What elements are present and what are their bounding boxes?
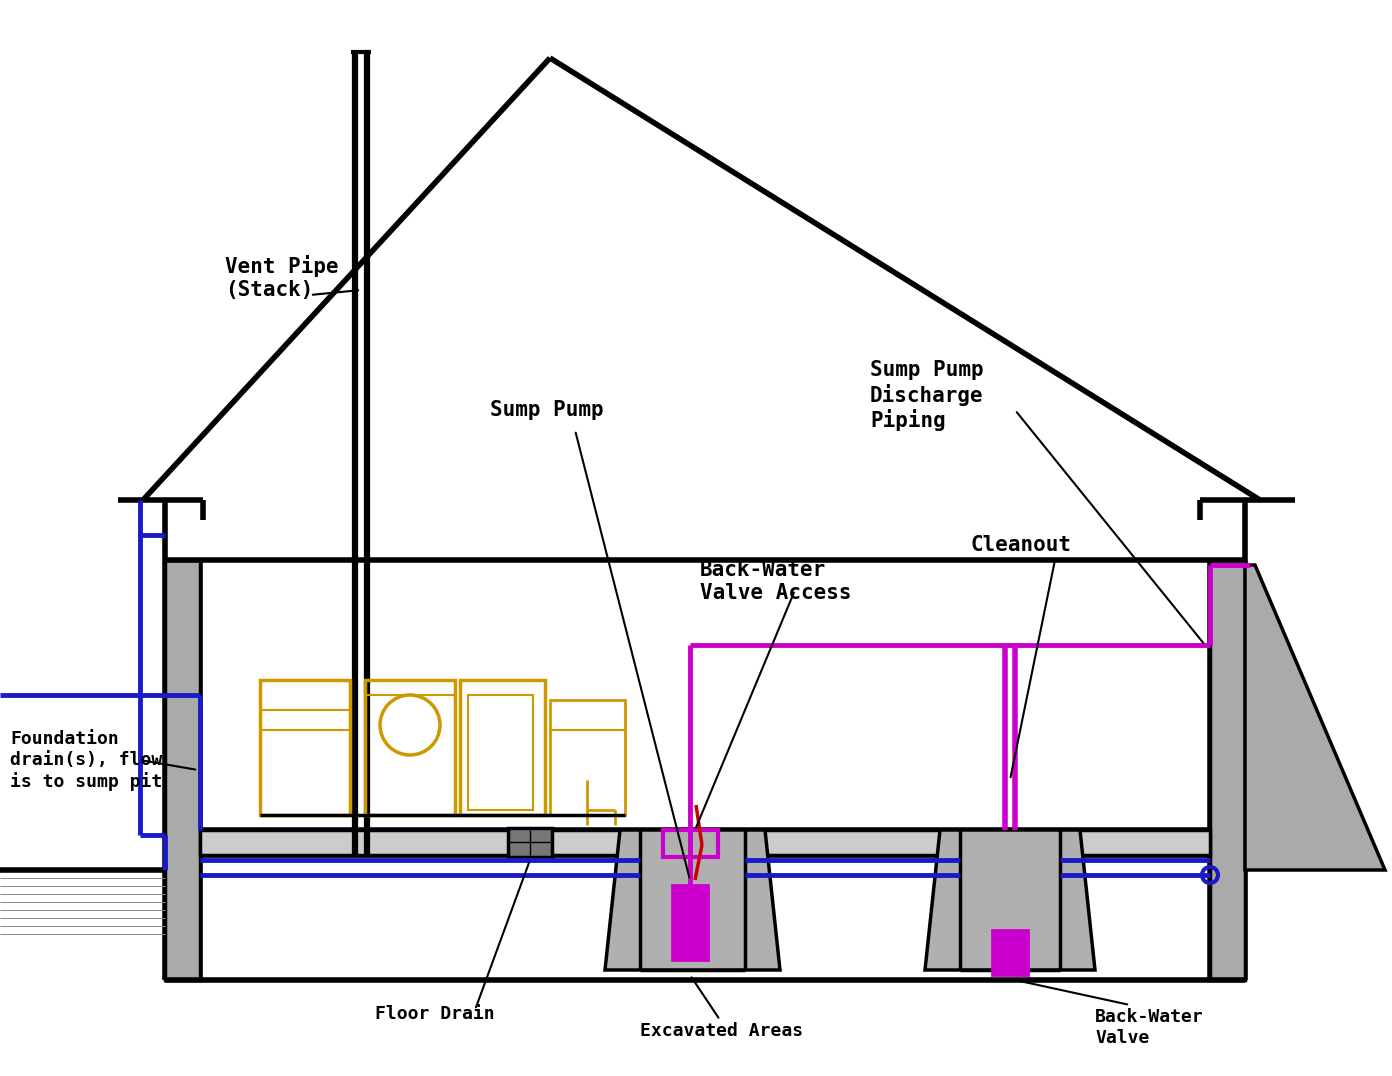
Bar — [166, 560, 200, 980]
Bar — [260, 680, 349, 710]
Text: Sump Pump: Sump Pump — [490, 400, 604, 420]
Bar — [1210, 560, 1244, 980]
Polygon shape — [1244, 565, 1385, 870]
Text: Floor Drain: Floor Drain — [374, 1005, 494, 1023]
Bar — [508, 829, 553, 856]
Bar — [260, 680, 349, 815]
Text: Excavated Areas: Excavated Areas — [640, 1022, 803, 1040]
Text: Vent Pipe
(Stack): Vent Pipe (Stack) — [226, 255, 338, 300]
Bar — [672, 884, 709, 960]
Bar — [459, 680, 546, 815]
Bar — [663, 830, 718, 856]
Text: Cleanout: Cleanout — [970, 535, 1070, 555]
Polygon shape — [926, 830, 1096, 969]
Polygon shape — [606, 830, 780, 969]
Bar — [200, 830, 1210, 855]
Text: Back-Water
Valve Access: Back-Water Valve Access — [700, 560, 852, 604]
Text: Back-Water
Valve: Back-Water Valve — [1096, 1008, 1204, 1047]
Text: Sump Pump
Discharge
Piping: Sump Pump Discharge Piping — [870, 360, 984, 431]
Bar — [550, 700, 625, 815]
Text: Foundation
drain(s), flow
is to sump pit: Foundation drain(s), flow is to sump pit — [10, 730, 163, 791]
Bar — [365, 680, 455, 815]
Bar — [992, 930, 1029, 975]
Bar — [468, 695, 533, 810]
